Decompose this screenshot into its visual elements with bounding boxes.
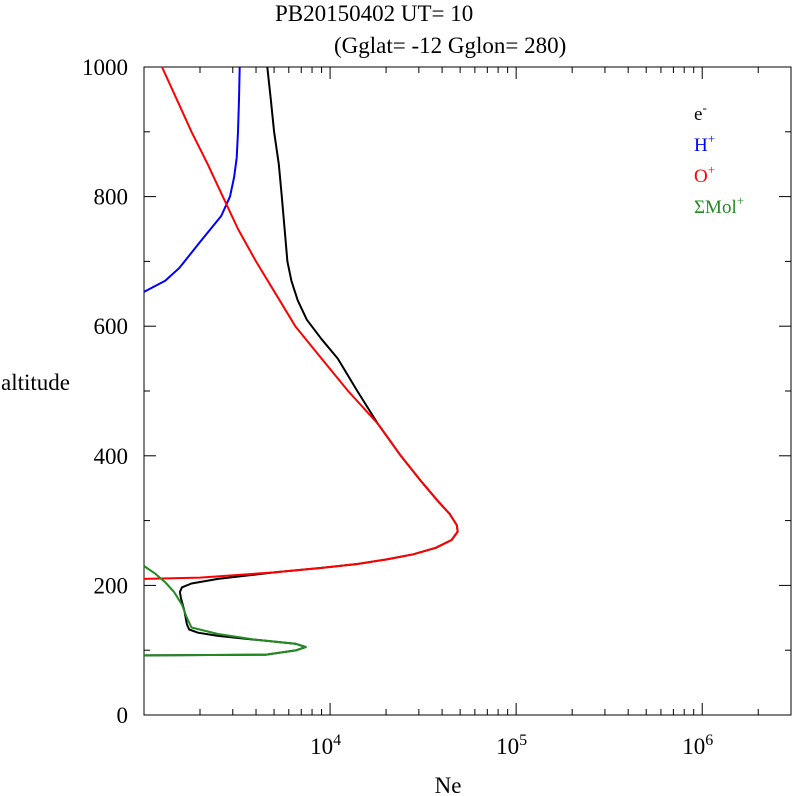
y-tick-label: 200 (94, 573, 129, 598)
y-tick-label: 1000 (82, 55, 128, 80)
y-tick-label: 800 (94, 185, 129, 210)
x-tick-exponent: 4 (333, 732, 341, 749)
x-tick-labels: 104 105 106 (310, 732, 713, 759)
x-tick-label: 105 (496, 732, 527, 759)
y-tick-labels: 0 200 400 600 800 1000 (82, 55, 128, 728)
x-tick-label: 104 (310, 732, 341, 759)
series-line (143, 66, 241, 293)
axis-ticks (143, 66, 792, 716)
legend-superscript: - (702, 100, 706, 115)
y-tick-label: 600 (94, 314, 129, 339)
legend-entry: O+ (694, 162, 715, 187)
legend-entry: H+ (694, 131, 715, 156)
x-tick-label: 106 (682, 732, 713, 759)
y-tick-label: 400 (94, 444, 129, 469)
series-lines (143, 66, 459, 657)
x-axis-label: Ne (435, 773, 462, 796)
series-line (143, 565, 307, 657)
series-line (143, 66, 459, 580)
x-tick-exponent: 6 (705, 732, 713, 749)
plot-frame (143, 66, 792, 716)
chart-subtitle: (Gglat= -12 Gglon= 280) (334, 33, 566, 58)
y-axis-label: altitude (1, 370, 70, 395)
chart-title: PB20150402 UT= 10 (275, 1, 473, 26)
legend-superscript: + (708, 162, 715, 177)
y-tick-label: 0 (117, 703, 129, 728)
legend: e- H+ O+ ΣMol+ (694, 100, 744, 218)
legend-entry: e- (694, 100, 707, 125)
legend-superscript: + (708, 131, 715, 146)
series-line (143, 66, 459, 657)
legend-superscript: + (737, 193, 744, 208)
x-tick-exponent: 5 (519, 732, 527, 749)
legend-entry: ΣMol+ (694, 193, 744, 218)
